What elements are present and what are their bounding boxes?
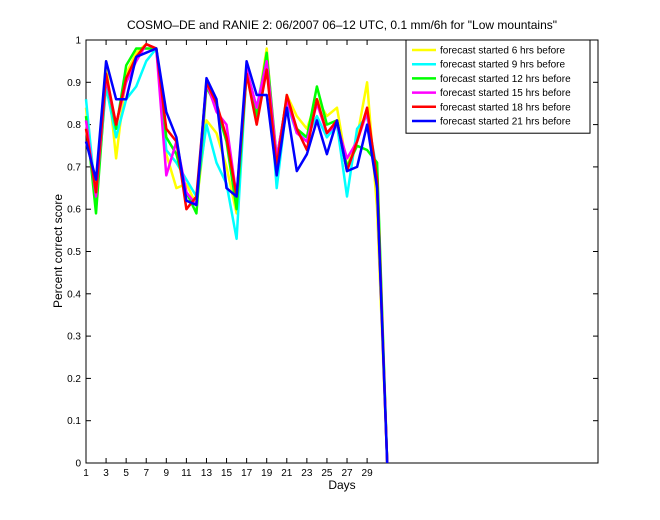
x-tick-label: 19	[261, 468, 273, 479]
chart-title: COSMO–DE and RANIE 2: 06/2007 06–12 UTC,…	[127, 18, 557, 32]
y-tick-label: 0.7	[67, 162, 81, 173]
y-tick-label: 0.3	[67, 332, 81, 343]
legend-label: forecast started 6 hrs before	[440, 46, 566, 57]
y-tick-label: 0.5	[67, 247, 81, 258]
legend-label: forecast started 15 hrs before	[440, 88, 571, 99]
x-tick-label: 3	[103, 468, 109, 479]
x-tick-label: 27	[341, 468, 353, 479]
x-tick-label: 1	[83, 468, 89, 479]
x-tick-label: 17	[241, 468, 253, 479]
y-tick-label: 0.1	[67, 416, 81, 427]
y-tick-label: 0.2	[67, 374, 81, 385]
legend-box	[405, 39, 591, 134]
x-axis-label: Days	[328, 478, 355, 492]
y-axis-label: Percent correct score	[51, 194, 65, 308]
x-tick-label: 25	[321, 468, 333, 479]
legend-label: forecast started 9 hrs before	[440, 60, 566, 71]
x-tick-label: 11	[181, 468, 192, 479]
y-tick-label: 0.8	[67, 120, 81, 131]
x-tick-label: 15	[221, 468, 233, 479]
x-tick-label: 13	[201, 468, 213, 479]
x-tick-label: 21	[281, 468, 293, 479]
legend-label: forecast started 18 hrs before	[440, 102, 571, 113]
legend-label: forecast started 21 hrs before	[440, 117, 571, 128]
y-tick-label: 0.4	[67, 289, 81, 300]
series-lines	[84, 42, 389, 464]
y-tick-label: 0	[75, 459, 81, 470]
series-line-5	[84, 47, 389, 464]
y-tick-label: 0.9	[67, 78, 81, 89]
x-tick-label: 7	[143, 468, 149, 479]
x-tick-label: 9	[164, 468, 170, 479]
series-line-0	[84, 42, 389, 464]
x-tick-label: 23	[301, 468, 313, 479]
y-tick-label: 1	[75, 36, 81, 47]
legend-label: forecast started 12 hrs before	[440, 74, 571, 85]
y-tick-label: 0.6	[67, 205, 81, 216]
x-tick-label: 5	[123, 468, 129, 479]
legend: forecast started 6 hrs before forecast st…	[405, 39, 591, 134]
x-tick-label: 29	[362, 468, 374, 479]
axis-ticks: 1 3 5 7 9 11 13 15 17 19 21 23 25 27 2900.10.20.30.40.…	[67, 36, 598, 479]
